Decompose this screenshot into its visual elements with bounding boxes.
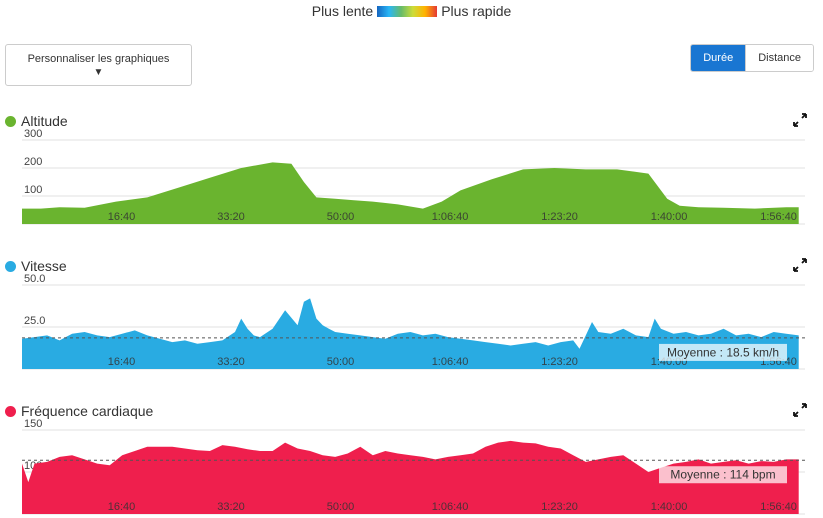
heart-rate-chart-title: Fréquence cardiaque [21,403,154,419]
speed-y-tick-label: 50.0 [24,273,45,285]
altitude-chart: 300200100016:4033:2050:001:06:401:23:201… [22,128,805,225]
altitude-y-tick-label: 100 [24,184,42,196]
expand-icon[interactable] [793,403,807,417]
altitude-x-tick-label: 1:06:40 [432,211,469,223]
speed-color-dot [5,260,16,272]
caret-down-icon: ▼ [93,67,104,78]
altitude-x-tick-label: 33:20 [217,211,245,223]
speed-chart-header: Vitesse [5,258,67,274]
altitude-color-dot [5,115,16,127]
altitude-x-tick-label: 16:40 [108,211,136,223]
altitude-area-series [22,162,799,224]
speed-x-tick-label: 16:40 [108,356,136,368]
heart-rate-average-label: Moyenne : 114 bpm [670,468,775,482]
speed-y-tick-label: 25.0 [24,315,45,327]
heart-rate-x-tick-label: 33:20 [217,501,245,513]
heart-rate-chart-header: Fréquence cardiaque [5,403,153,419]
heart-rate-x-tick-label: 1:06:40 [432,501,469,513]
distance-toggle-button[interactable]: Distance [745,45,813,71]
altitude-chart-header: Altitude [5,113,68,129]
altitude-x-tick-label: 1:56:40 [760,211,797,223]
altitude-x-tick-label: 1:40:00 [651,211,688,223]
altitude-chart-title: Altitude [21,113,68,129]
legend-fast-label: Plus rapide [441,3,512,19]
speed-x-tick-label: 1:06:40 [432,356,469,368]
altitude-y-tick-label: 300 [24,128,42,140]
heart-rate-average-label-bg [659,466,787,484]
speed-chart-title: Vitesse [21,258,67,274]
heart-rate-chart: 1501005016:4033:2050:001:06:401:23:201:4… [22,418,805,515]
speed-gradient-bar [377,6,438,17]
duration-toggle-button[interactable]: Durée [691,45,746,71]
customize-charts-button[interactable]: Personnaliser les graphiques ▼ [5,44,192,86]
heart-rate-x-tick-label: 16:40 [108,501,136,513]
altitude-y-tick-label: 200 [24,156,42,168]
heart-rate-x-tick-label: 1:23:20 [541,501,578,513]
heart-rate-color-dot [5,405,16,417]
speed-chart: 50.025.00.016:4033:2050:001:06:401:23:20… [22,273,805,370]
speed-average-label-bg [659,343,787,361]
speed-area-series [22,298,799,369]
altitude-x-tick-label: 1:23:20 [541,211,578,223]
heart-rate-x-tick-label: 50:00 [327,501,355,513]
customize-charts-label: Personnaliser les graphiques [27,53,170,65]
speed-color-legend: Plus lente Plus rapide [0,3,823,19]
axis-mode-toggle: Durée Distance [690,44,814,72]
heart-rate-x-tick-label: 1:40:00 [651,501,688,513]
heart-rate-area-series [22,440,799,514]
speed-x-tick-label: 1:23:20 [541,356,578,368]
heart-rate-x-tick-label: 1:56:40 [760,501,797,513]
altitude-x-tick-label: 50:00 [327,211,355,223]
legend-slow-label: Plus lente [311,3,374,19]
heart-rate-y-tick-label: 150 [24,418,42,430]
speed-average-label: Moyenne : 18.5 km/h [667,345,779,359]
speed-x-tick-label: 33:20 [217,356,245,368]
expand-icon[interactable] [793,258,807,272]
speed-x-tick-label: 50:00 [327,356,355,368]
expand-icon[interactable] [793,113,807,127]
